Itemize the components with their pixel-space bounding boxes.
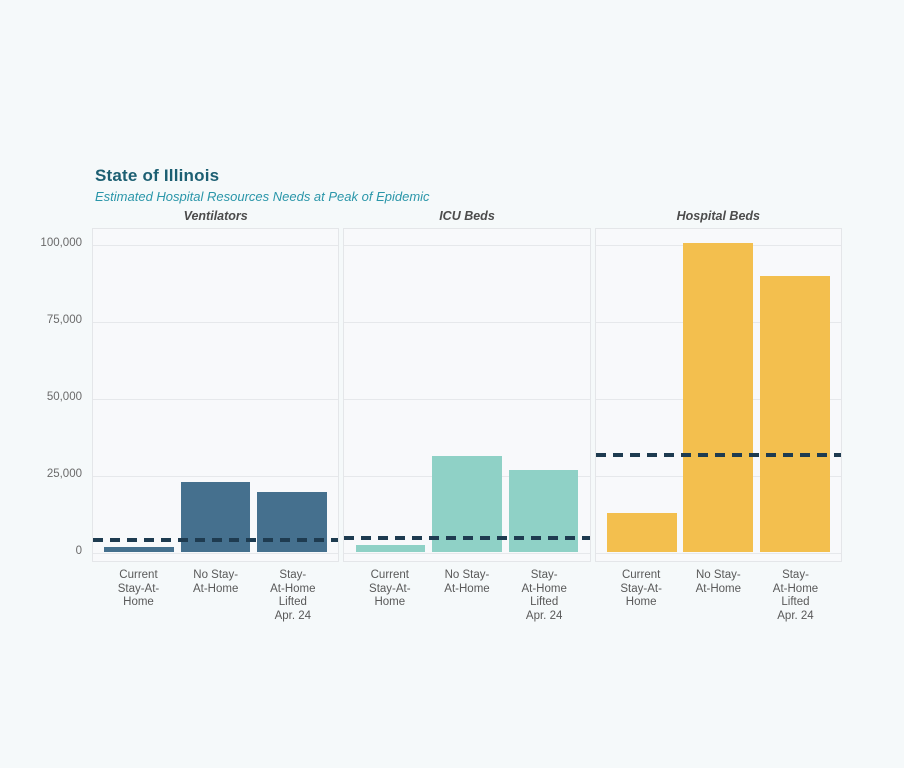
plot-panel-hospital-beds [594, 228, 842, 562]
y-tick-label: 100,000 [40, 237, 82, 250]
bar-ventilators-1[interactable] [180, 482, 251, 553]
gridline [93, 322, 339, 324]
x-axis-labels-hospital-beds: Current Stay-At- Home No Stay- At-Home Sta… [595, 569, 842, 629]
gridline [344, 245, 590, 247]
y-axis: 0 25,000 50,000 75,000 100,000 [0, 228, 86, 562]
x-tick-label: Stay- At-Home Lifted Apr. 24 [270, 569, 316, 622]
gridline [93, 245, 339, 247]
facet-title-hospital-beds: Hospital Beds [676, 209, 760, 223]
y-tick-label: 25,000 [46, 467, 82, 480]
x-tick-label: Current Stay-At- Home [117, 569, 160, 609]
chart-subtitle: Estimated Hospital Resources Needs at Pe… [95, 189, 430, 204]
facet-ventilators: Ventilators Current Stay-At- Home No Stay-… [92, 209, 340, 629]
gridline [93, 552, 339, 554]
facet-title-ventilators: Ventilators [183, 209, 248, 223]
x-axis-labels-icu-beds: Current Stay-At- Home No Stay- At-Home Sta… [343, 569, 590, 629]
bar-hospital-beds-1[interactable] [683, 243, 754, 553]
gridline [344, 552, 590, 554]
plot-panel-icu-beds [343, 228, 591, 562]
x-tick-label: No Stay- At-Home [695, 569, 741, 595]
gridline [93, 475, 339, 477]
plot-panel-ventilators [92, 228, 340, 562]
x-tick-label: No Stay- At-Home [444, 569, 490, 595]
x-tick-label: Current Stay-At- Home [369, 569, 411, 609]
gridline [344, 322, 590, 324]
facet-title-icu-beds: ICU Beds [439, 209, 495, 223]
x-tick-label: Stay- At-Home Lifted Apr. 24 [521, 569, 567, 622]
chart-title: State of Illinois [95, 166, 220, 185]
bar-icu-beds-0[interactable] [355, 545, 426, 553]
bar-hospital-beds-2[interactable] [760, 276, 830, 553]
bar-ventilators-0[interactable] [104, 546, 174, 553]
x-tick-label: Stay- At-Home Lifted Apr. 24 [772, 569, 819, 622]
facets-row: Ventilators Current Stay-At- Home No Stay-… [92, 209, 842, 629]
gridline [93, 398, 339, 400]
capacity-dashed-line-hospital-beds [595, 452, 841, 457]
x-axis-labels-ventilators: Current Stay-At- Home No Stay- At-Home Sta… [92, 569, 339, 629]
capacity-dashed-line-icu-beds [344, 536, 590, 541]
gridline [344, 398, 590, 400]
facet-icu-beds: ICU Beds Current Stay-At- Home No Stay- At… [343, 209, 591, 629]
capacity-dashed-line-ventilators [93, 537, 339, 542]
x-tick-label: Current Stay-At- Home [620, 569, 662, 609]
bar-ventilators-2[interactable] [257, 492, 328, 553]
x-tick-label: No Stay- At-Home [192, 569, 239, 595]
facet-hospital-beds: Hospital Beds Current Stay-At- Home No Sta… [594, 209, 842, 629]
gridline [595, 552, 841, 554]
y-tick-label: 0 [75, 544, 82, 557]
bar-hospital-beds-0[interactable] [606, 513, 677, 553]
y-tick-label: 75,000 [46, 314, 82, 327]
y-tick-label: 50,000 [46, 390, 82, 403]
